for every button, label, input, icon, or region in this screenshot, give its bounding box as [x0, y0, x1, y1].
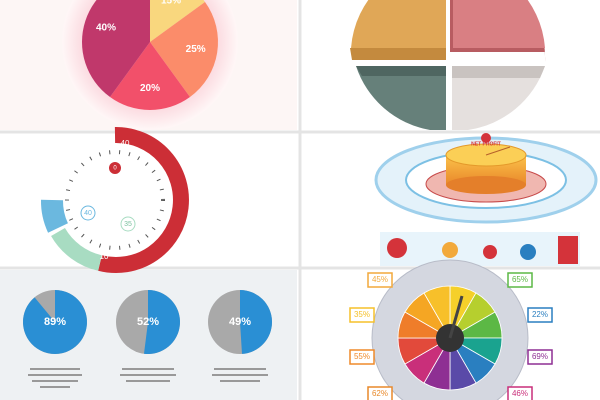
gauge-arc — [41, 199, 69, 233]
wheel-tag-box — [349, 349, 375, 365]
pie-slice — [22, 290, 87, 354]
infographic: NET PROFIT — [374, 133, 598, 266]
wheel-tag: 22% — [532, 310, 548, 319]
wheel-tag-box — [527, 349, 553, 365]
gauge: 40 0 40 35 10 — [41, 126, 189, 273]
pie-label: 89% — [44, 316, 66, 328]
wheel-segment — [423, 285, 451, 340]
pie-label: 20% — [140, 83, 160, 94]
pie-slice — [240, 290, 273, 354]
pie-label: 52% — [137, 316, 159, 328]
gauge-label: 0 — [113, 166, 117, 172]
wheel-needle — [448, 295, 464, 339]
gauge-dot — [120, 216, 136, 232]
wheel-tag: 45% — [372, 275, 388, 284]
gauge-arc — [51, 227, 103, 271]
pie-slice — [110, 42, 190, 110]
wheel-tag-box — [527, 307, 553, 323]
gauge-ticks — [65, 150, 165, 250]
wheel-tag: 35% — [354, 310, 370, 319]
pie-slice — [143, 290, 180, 354]
gauge-label: 35 — [124, 221, 132, 228]
wheel-tag: 62% — [372, 389, 388, 398]
pie-slice — [150, 2, 218, 98]
wheel-tag: 69% — [532, 352, 548, 361]
gauge-label: 40 — [84, 210, 92, 217]
pie-3d — [350, 0, 546, 130]
wheel-tag-box — [367, 272, 393, 288]
gauge-dot — [80, 205, 96, 221]
wheel-tag-box — [507, 272, 533, 288]
pie-label: 49% — [229, 316, 251, 328]
wheel — [371, 259, 529, 400]
pie-label: 15% — [161, 0, 181, 6]
wheel-tag: 65% — [512, 275, 528, 284]
wheel-tag: 55% — [354, 352, 370, 361]
wheel-tag: 46% — [512, 389, 528, 398]
gauge-dot — [109, 162, 121, 174]
pie-label: 40% — [96, 22, 116, 33]
pie-slice — [150, 0, 206, 42]
gauge-label: 10 — [100, 252, 109, 261]
caption-lines — [28, 368, 268, 388]
wheel-tag-box — [507, 386, 533, 400]
pie-slice — [82, 0, 150, 98]
gauge-arc — [98, 126, 189, 273]
infographic-title: NET PROFIT — [471, 141, 501, 147]
wheel-tag-box — [367, 386, 393, 400]
pie-label: 25% — [186, 44, 206, 55]
gauge-label: 40 — [121, 139, 130, 148]
wheel-tag-box — [349, 307, 375, 323]
